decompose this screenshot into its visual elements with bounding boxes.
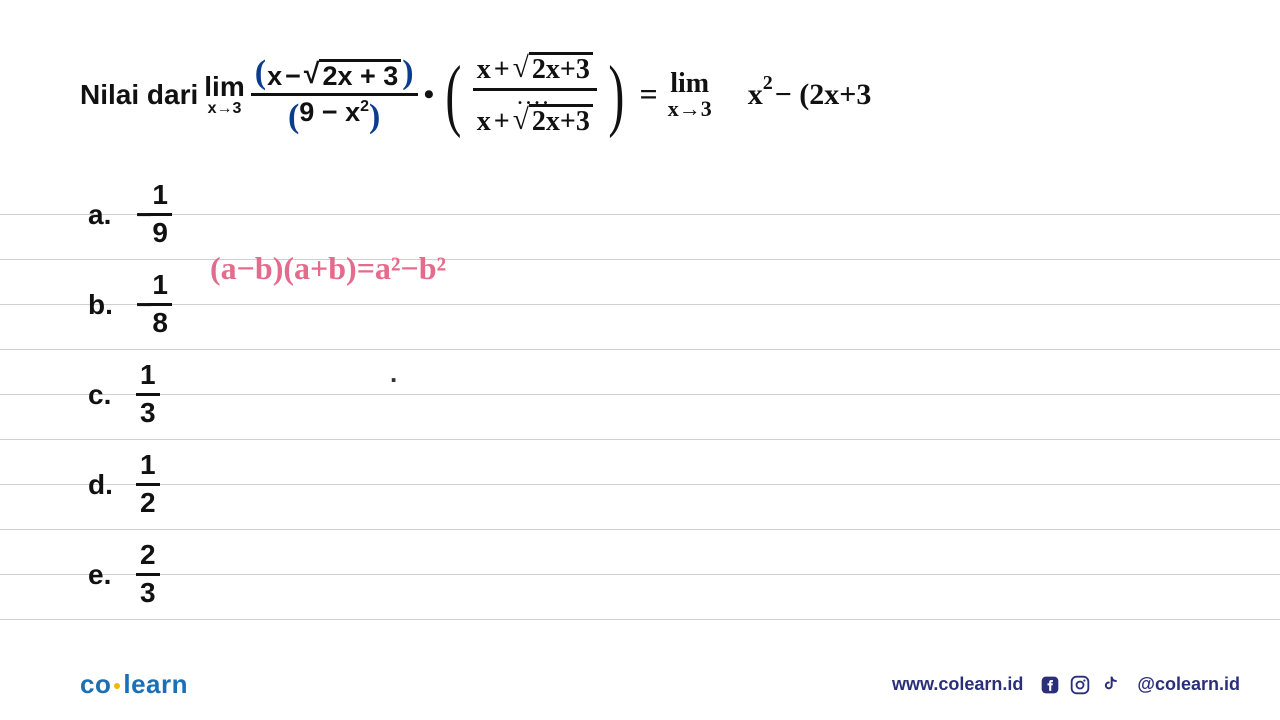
limit-word: lim bbox=[204, 73, 244, 101]
conj-num-plus: + bbox=[494, 55, 510, 86]
footer-handle: @colearn.id bbox=[1137, 674, 1240, 695]
option-c-den: 3 bbox=[136, 396, 160, 431]
option-c-label: c. bbox=[88, 379, 114, 411]
radical-sign-3: √ bbox=[513, 104, 529, 136]
footer-right: www.colearn.id @colearn.id bbox=[892, 674, 1240, 696]
limit-sub: x→3 bbox=[208, 101, 242, 117]
question-prefix: Nilai dari bbox=[80, 79, 198, 111]
annotation-a-2: a bbox=[458, 0, 473, 2]
multiply-dot: • bbox=[424, 78, 435, 112]
brand-logo: colearn bbox=[80, 669, 188, 700]
instagram-icon[interactable] bbox=[1069, 674, 1091, 696]
radical-sign: √ bbox=[304, 59, 320, 90]
main-content: a b a b Nilai dari lim x→3 ( x − √ 2x + … bbox=[0, 0, 1280, 620]
printed-radicand: 2x + 3 bbox=[319, 59, 401, 92]
option-d-label: d. bbox=[88, 469, 114, 501]
conj-den-radicand: 2x+3 bbox=[529, 104, 593, 138]
footer: colearn www.colearn.id @colearn.id bbox=[0, 669, 1280, 700]
hand-limit-word: lim bbox=[670, 70, 709, 98]
social-icons bbox=[1039, 674, 1121, 696]
printed-num-minus: − bbox=[285, 62, 301, 92]
brand-co: co bbox=[80, 669, 111, 699]
conj-num-sqrt: √ 2x+3 bbox=[513, 52, 593, 86]
question-row: Nilai dari lim x→3 ( x − √ 2x + 3 ) ( 9 … bbox=[80, 50, 1220, 140]
rhs-sup: 2 bbox=[763, 72, 773, 95]
conj-den-sqrt: √ 2x+3 bbox=[513, 104, 593, 138]
hand-limit: lim x→3 bbox=[668, 70, 712, 120]
sep-dots: .... bbox=[518, 95, 552, 101]
paren-open-1: ( bbox=[255, 54, 266, 91]
paren-close-2: ) bbox=[369, 98, 380, 135]
option-e-den: 3 bbox=[136, 576, 160, 611]
printed-limit: lim x→3 bbox=[204, 73, 244, 117]
option-e-label: e. bbox=[88, 559, 114, 591]
conj-num-x: x bbox=[477, 55, 491, 86]
facebook-icon[interactable] bbox=[1039, 674, 1061, 696]
option-a-label: a. bbox=[88, 199, 114, 231]
paren-open-2: ( bbox=[288, 98, 299, 135]
option-a[interactable]: a. − 1 9 bbox=[88, 170, 1220, 260]
printed-sqrt: √ 2x + 3 bbox=[304, 59, 401, 92]
option-d-num: 1 bbox=[136, 448, 160, 486]
hand-limit-sub: x→3 bbox=[668, 98, 712, 120]
option-b-num: 1 bbox=[148, 268, 172, 306]
option-c[interactable]: c. 1 3 bbox=[88, 350, 1220, 440]
conj-num-radicand: 2x+3 bbox=[529, 52, 593, 86]
option-b-label: b. bbox=[88, 289, 114, 321]
big-paren-left: ( bbox=[445, 55, 461, 135]
brand-dot-icon bbox=[114, 683, 120, 689]
equals-1: = bbox=[639, 76, 657, 113]
radical-sign-2: √ bbox=[513, 52, 529, 84]
option-d-den: 2 bbox=[136, 486, 160, 521]
option-b[interactable]: b. − 1 8 bbox=[88, 260, 1220, 350]
rhs-expression: x 2 − (2x+3 bbox=[748, 78, 872, 112]
printed-fraction: ( x − √ 2x + 3 ) ( 9 − x 2 ) bbox=[251, 52, 418, 138]
brand-learn: learn bbox=[123, 669, 188, 699]
printed-den-sup: 2 bbox=[360, 98, 369, 116]
printed-den: 9 − x bbox=[299, 98, 360, 128]
conj-den-x: x bbox=[477, 107, 491, 138]
big-paren-right: ) bbox=[608, 55, 624, 135]
option-a-num: 1 bbox=[148, 178, 172, 216]
conjugate-fraction: x + √ 2x+3 .... x + √ 2x+3 bbox=[473, 50, 597, 140]
option-e[interactable]: e. 2 3 bbox=[88, 530, 1220, 620]
answer-options: a. − 1 9 b. − 1 8 c. 1 bbox=[88, 170, 1220, 620]
conj-den-plus: + bbox=[494, 107, 510, 138]
tiktok-icon[interactable] bbox=[1099, 674, 1121, 696]
rhs-rest: − (2x+3 bbox=[775, 78, 872, 112]
rhs-x: x bbox=[748, 78, 763, 112]
printed-num-x: x bbox=[267, 62, 282, 92]
option-c-num: 1 bbox=[136, 358, 160, 396]
annotation-a-1: a bbox=[228, 0, 243, 4]
paren-close-1: ) bbox=[402, 54, 413, 91]
option-d[interactable]: d. 1 2 bbox=[88, 440, 1220, 530]
footer-url: www.colearn.id bbox=[892, 674, 1023, 695]
option-e-num: 2 bbox=[136, 538, 160, 576]
annotation-b-1: b bbox=[313, 0, 330, 4]
option-b-den: 8 bbox=[148, 306, 172, 341]
option-a-den: 9 bbox=[148, 216, 172, 251]
